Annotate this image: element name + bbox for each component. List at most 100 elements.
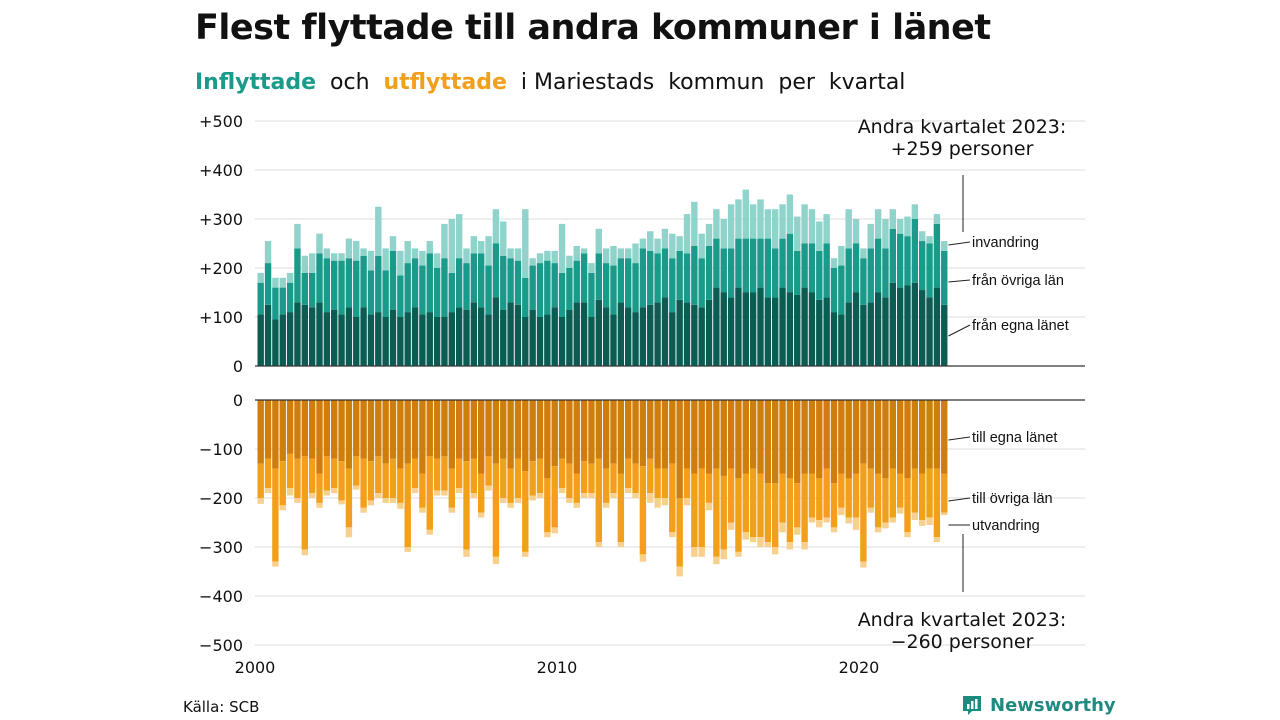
bar-out-own — [874, 400, 882, 474]
bar-in-own — [301, 304, 308, 366]
bar-out-abroad — [676, 566, 683, 577]
bar-out-own — [772, 400, 779, 484]
bar-in-abroad — [345, 238, 353, 259]
bar-out-abroad — [544, 532, 551, 538]
bar-in-other — [610, 265, 617, 315]
bar-in-other — [279, 287, 286, 315]
bar-in-other — [639, 248, 647, 308]
bar-in-other — [411, 258, 419, 308]
bar-in-own — [713, 287, 720, 366]
bar-out-other — [382, 463, 389, 498]
bar-in-abroad — [808, 209, 816, 244]
bar-in-own — [735, 287, 742, 366]
bar-out-own — [485, 400, 492, 457]
bar-in-own — [522, 317, 529, 366]
bar-out-own — [669, 400, 676, 464]
bar-out-abroad — [573, 502, 580, 508]
bar-in-other — [433, 268, 441, 317]
bar-in-abroad — [397, 250, 404, 276]
bar-out-abroad — [705, 502, 713, 511]
bar-in-own — [852, 292, 860, 366]
bar-out-abroad — [411, 488, 419, 494]
bar-in-other — [551, 263, 558, 308]
bar-in-other — [911, 219, 919, 283]
bar-out-other — [514, 458, 522, 498]
bar-in-other — [566, 268, 573, 310]
bar-out-abroad — [308, 493, 316, 498]
bar-in-other — [786, 233, 794, 293]
bar-in-other — [580, 253, 588, 303]
bar-in-other — [426, 253, 433, 313]
bar-out-own — [338, 400, 345, 462]
bar-in-own — [595, 299, 602, 366]
bar-in-abroad — [426, 241, 433, 254]
bar-in-other — [308, 272, 316, 308]
series-label-in-other: från övriga län — [972, 273, 1064, 289]
bar-out-abroad — [867, 507, 874, 513]
bar-out-own — [845, 400, 852, 479]
axes — [255, 365, 1085, 401]
bar-in-other — [727, 248, 735, 298]
bar-out-other — [580, 461, 588, 494]
bar-out-own — [889, 400, 896, 469]
bar-in-other — [588, 272, 595, 317]
brand-logo[interactable]: Newsworthy — [960, 693, 1116, 717]
bar-in-abroad — [698, 233, 705, 259]
subtitle-utflyttade: utflyttade — [383, 70, 507, 95]
bar-in-abroad — [478, 241, 485, 254]
bar-out-abroad — [301, 549, 308, 556]
bar-in-abroad — [625, 248, 632, 259]
bar-in-own — [801, 287, 808, 366]
bar-in-own — [867, 302, 874, 366]
bar-out-own — [757, 400, 764, 474]
bar-out-other — [727, 468, 735, 523]
y-tick-label-bottom: −200 — [199, 489, 243, 508]
bar-in-other — [654, 253, 661, 303]
bar-in-own — [830, 312, 838, 366]
bar-out-abroad — [448, 507, 455, 513]
bar-out-other — [838, 473, 845, 508]
bar-out-other — [705, 473, 713, 503]
bar-in-abroad — [830, 258, 838, 268]
bar-out-abroad — [772, 547, 779, 555]
bar-out-other — [764, 483, 772, 543]
bar-out-other — [301, 456, 308, 550]
bar-in-own — [691, 304, 698, 366]
bar-in-abroad — [713, 209, 720, 239]
bar-out-own — [264, 400, 272, 459]
bar-in-abroad — [294, 223, 301, 249]
bar-out-abroad — [830, 527, 838, 533]
bar-out-other — [375, 456, 382, 494]
bar-out-abroad — [617, 542, 625, 547]
bar-out-own — [786, 400, 794, 479]
bar-in-abroad — [500, 221, 507, 256]
bar-out-abroad — [889, 517, 896, 523]
bar-out-other — [536, 458, 544, 494]
bar-out-abroad — [397, 502, 404, 509]
bar-in-abroad — [529, 258, 536, 266]
bar-in-other — [316, 253, 323, 303]
bar-out-abroad — [522, 551, 529, 557]
bar-in-other — [264, 263, 272, 305]
bar-in-abroad — [816, 221, 823, 251]
bar-out-own — [882, 400, 889, 479]
bar-in-abroad — [595, 228, 602, 254]
bar-out-other — [360, 458, 367, 508]
bar-in-abroad — [735, 199, 742, 239]
bar-out-own — [522, 400, 529, 472]
bar-out-abroad — [507, 502, 514, 508]
bar-out-other — [669, 463, 676, 533]
bar-in-other — [500, 255, 507, 310]
bar-out-other — [676, 498, 683, 567]
bar-out-abroad — [860, 561, 867, 568]
bar-in-abroad — [588, 263, 595, 273]
bar-in-own — [353, 317, 360, 366]
bar-out-own — [764, 400, 772, 484]
newsworthy-icon — [963, 696, 981, 715]
bar-in-other — [676, 250, 683, 300]
bar-out-own — [911, 400, 919, 469]
bar-in-own — [860, 304, 867, 366]
bar-out-other — [691, 473, 698, 547]
bar-out-abroad — [647, 493, 654, 503]
bar-in-abroad — [558, 223, 566, 273]
